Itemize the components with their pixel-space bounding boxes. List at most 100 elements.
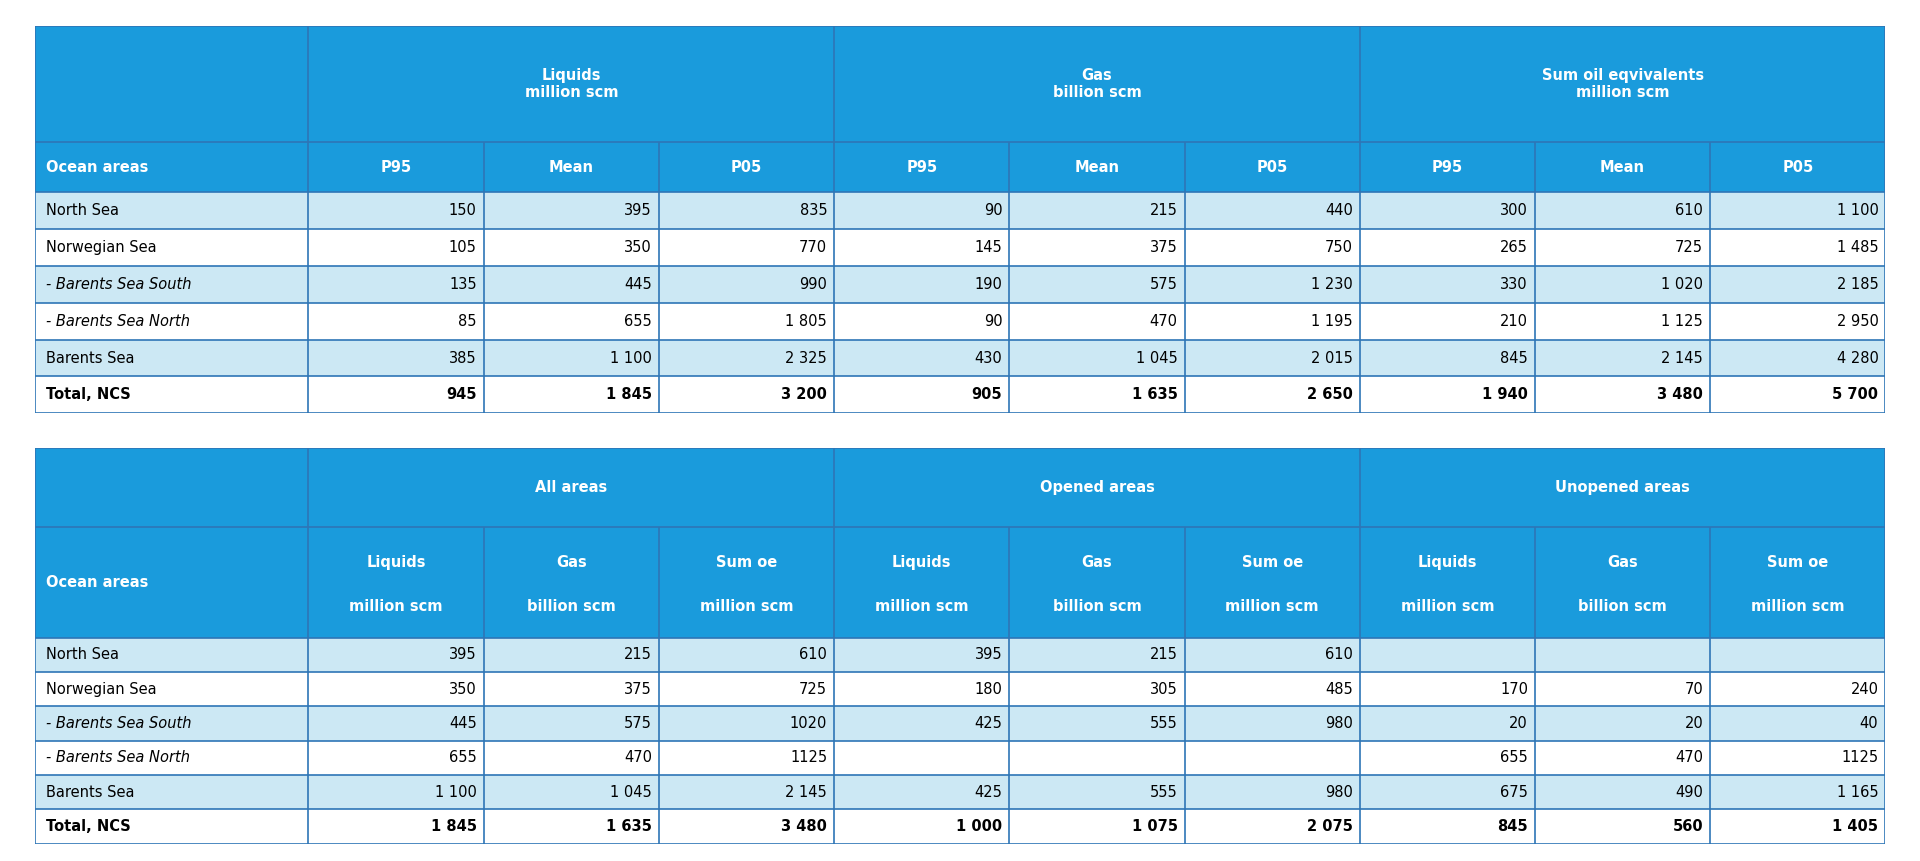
Text: 490: 490 (1676, 784, 1703, 800)
Text: 1 125: 1 125 (1661, 313, 1703, 329)
Text: 725: 725 (799, 682, 828, 697)
Text: 1 845: 1 845 (607, 387, 653, 402)
Text: million scm: million scm (1751, 599, 1845, 614)
Text: 300: 300 (1500, 203, 1528, 219)
Text: billion scm: billion scm (1052, 599, 1140, 614)
Text: 470: 470 (624, 751, 653, 765)
Text: 40: 40 (1860, 716, 1878, 731)
Text: 170: 170 (1500, 682, 1528, 697)
Text: 90: 90 (983, 203, 1002, 219)
Text: 1 045: 1 045 (1137, 350, 1177, 366)
Text: Gas: Gas (1607, 555, 1638, 570)
Text: 2 015: 2 015 (1311, 350, 1354, 366)
Text: 1 100: 1 100 (1837, 203, 1878, 219)
Text: billion scm: billion scm (526, 599, 616, 614)
Text: 2 185: 2 185 (1837, 277, 1878, 292)
Text: 85: 85 (459, 313, 476, 329)
Text: 1 100: 1 100 (434, 784, 476, 800)
Text: 770: 770 (799, 240, 828, 255)
Text: Barents Sea: Barents Sea (46, 784, 134, 800)
Text: Mean: Mean (1599, 160, 1645, 175)
Text: Total, NCS: Total, NCS (46, 819, 131, 834)
Text: 445: 445 (624, 277, 653, 292)
Text: 1 635: 1 635 (607, 819, 653, 834)
Text: Sum oe: Sum oe (1242, 555, 1304, 570)
Text: 1125: 1125 (1841, 751, 1878, 765)
Text: 215: 215 (1150, 647, 1177, 662)
Text: 330: 330 (1500, 277, 1528, 292)
Text: 1 075: 1 075 (1131, 819, 1177, 834)
Text: 215: 215 (1150, 203, 1177, 219)
Text: 350: 350 (449, 682, 476, 697)
Text: Opened areas: Opened areas (1039, 480, 1154, 495)
Text: Norwegian Sea: Norwegian Sea (46, 682, 156, 697)
Text: North Sea: North Sea (46, 203, 119, 219)
Text: 350: 350 (624, 240, 653, 255)
Text: Gas: Gas (557, 555, 588, 570)
Text: 2 650: 2 650 (1308, 387, 1354, 402)
Text: North Sea: North Sea (46, 647, 119, 662)
Text: Liquids: Liquids (893, 555, 952, 570)
Text: - Barents Sea North: - Barents Sea North (46, 751, 190, 765)
Text: 980: 980 (1325, 784, 1354, 800)
Text: 385: 385 (449, 350, 476, 366)
Text: 845: 845 (1500, 350, 1528, 366)
Text: 215: 215 (624, 647, 653, 662)
Text: 1 100: 1 100 (611, 350, 653, 366)
Text: Mean: Mean (1075, 160, 1119, 175)
Text: Barents Sea: Barents Sea (46, 350, 134, 366)
Text: Liquids
million scm: Liquids million scm (524, 68, 618, 100)
Text: 425: 425 (975, 784, 1002, 800)
Text: Gas: Gas (1081, 555, 1112, 570)
Text: P95: P95 (380, 160, 411, 175)
Text: 1 165: 1 165 (1837, 784, 1878, 800)
Text: 655: 655 (449, 751, 476, 765)
Text: Sum oe: Sum oe (716, 555, 778, 570)
Text: 395: 395 (975, 647, 1002, 662)
Text: 2 325: 2 325 (785, 350, 828, 366)
Text: 1125: 1125 (789, 751, 828, 765)
Text: Sum oe: Sum oe (1766, 555, 1828, 570)
Text: 425: 425 (975, 716, 1002, 731)
Text: 20: 20 (1684, 716, 1703, 731)
Text: 210: 210 (1500, 313, 1528, 329)
Text: 835: 835 (799, 203, 828, 219)
Text: 655: 655 (1500, 751, 1528, 765)
Text: billion scm: billion scm (1578, 599, 1667, 614)
Text: 375: 375 (624, 682, 653, 697)
Text: 845: 845 (1498, 819, 1528, 834)
Text: Total, NCS: Total, NCS (46, 387, 131, 402)
Text: P05: P05 (732, 160, 762, 175)
Text: million scm: million scm (1225, 599, 1319, 614)
Text: P05: P05 (1782, 160, 1814, 175)
Text: 560: 560 (1672, 819, 1703, 834)
Text: 990: 990 (799, 277, 828, 292)
Text: All areas: All areas (536, 480, 607, 495)
Text: 395: 395 (449, 647, 476, 662)
Text: Gas
billion scm: Gas billion scm (1052, 68, 1140, 100)
Text: 1 405: 1 405 (1832, 819, 1878, 834)
Text: Ocean areas: Ocean areas (46, 575, 148, 590)
Text: 575: 575 (1150, 277, 1177, 292)
Text: 1 940: 1 940 (1482, 387, 1528, 402)
Text: P05: P05 (1256, 160, 1288, 175)
Text: 1 020: 1 020 (1661, 277, 1703, 292)
Text: 675: 675 (1500, 784, 1528, 800)
Text: 440: 440 (1325, 203, 1354, 219)
Text: million scm: million scm (349, 599, 444, 614)
Text: 135: 135 (449, 277, 476, 292)
Text: 610: 610 (799, 647, 828, 662)
Text: 5 700: 5 700 (1832, 387, 1878, 402)
Text: 1 045: 1 045 (611, 784, 653, 800)
Text: 4 280: 4 280 (1837, 350, 1878, 366)
Text: Liquids: Liquids (1417, 555, 1476, 570)
Text: million scm: million scm (1402, 599, 1494, 614)
Text: 3 480: 3 480 (1657, 387, 1703, 402)
Text: P95: P95 (1432, 160, 1463, 175)
Text: 180: 180 (975, 682, 1002, 697)
Text: 145: 145 (975, 240, 1002, 255)
Text: 470: 470 (1676, 751, 1703, 765)
Text: 610: 610 (1325, 647, 1354, 662)
Text: 1 195: 1 195 (1311, 313, 1354, 329)
Text: 555: 555 (1150, 716, 1177, 731)
